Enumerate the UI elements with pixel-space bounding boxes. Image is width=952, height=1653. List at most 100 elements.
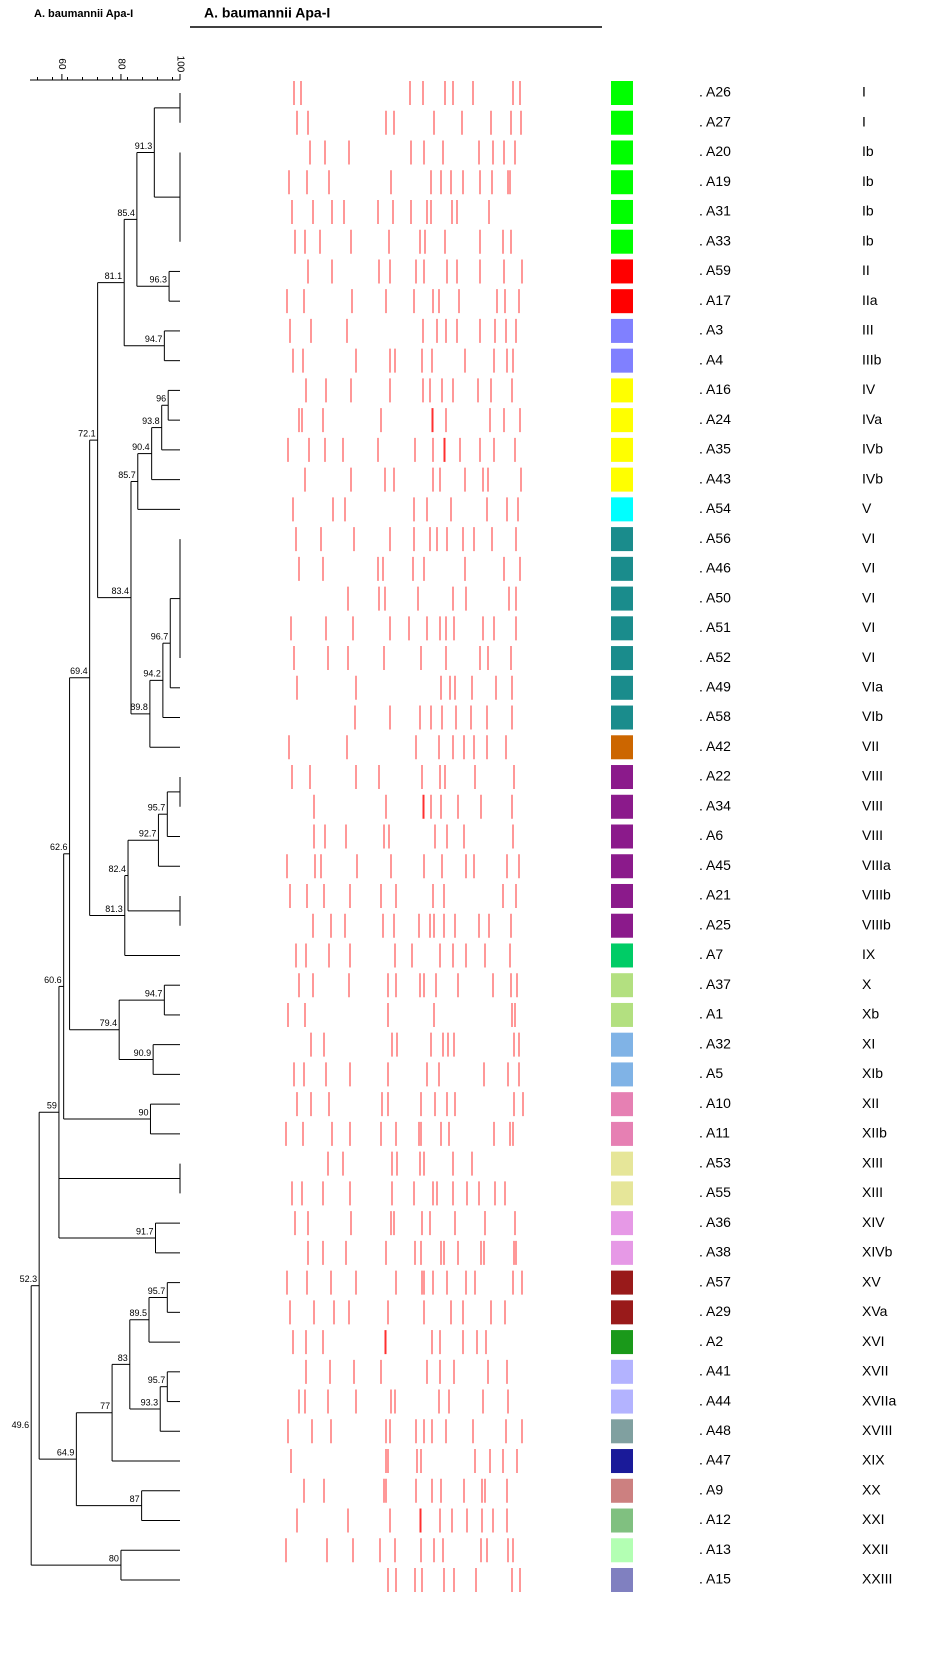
isolate-label: . A15 — [699, 1571, 731, 1587]
type-color-box — [611, 497, 633, 521]
isolate-label: . A16 — [699, 381, 731, 397]
type-color-box — [611, 735, 633, 759]
node-label: 96 — [156, 394, 166, 404]
type-color-box — [611, 468, 633, 492]
isolate-label: . A24 — [699, 411, 731, 427]
pulsotype-label: VI — [862, 619, 875, 635]
isolate-label: . A37 — [699, 976, 731, 992]
type-color-box — [611, 1509, 633, 1533]
pulsotype-label: IVb — [862, 470, 883, 486]
node-label: 83.4 — [111, 586, 129, 596]
x-tick-label: 100 — [174, 56, 185, 73]
type-color-box — [611, 140, 633, 164]
pulsotype-label: XIb — [862, 1065, 883, 1081]
isolate-label: . A43 — [699, 470, 731, 486]
pulsotype-label: VIII — [862, 768, 883, 784]
isolate-label: . A19 — [699, 173, 731, 189]
pulsotype-label: XIVb — [862, 1244, 893, 1260]
isolate-label: . A41 — [699, 1363, 731, 1379]
node-label: 52.3 — [20, 1274, 38, 1284]
node-label: 80 — [109, 1554, 119, 1564]
node-label: 94.7 — [145, 988, 163, 998]
isolate-label: . A11 — [699, 1125, 730, 1141]
pulsotype-label: IVb — [862, 441, 883, 457]
node-label: 90.4 — [132, 442, 150, 452]
pulsotype-label: XVIIa — [862, 1392, 896, 1408]
isolate-label: . A52 — [699, 649, 731, 665]
type-color-box — [611, 81, 633, 105]
pulsotype-label: Ib — [862, 232, 874, 248]
pulsotype-label: XXIII — [862, 1571, 892, 1587]
pulsotype-label: XIX — [862, 1452, 885, 1468]
gel-title: A. baumannii Apa-I — [204, 5, 330, 21]
node-label: 72.1 — [78, 428, 96, 438]
pulsotype-label: VIIIa — [862, 857, 891, 873]
pulsotype-label: IX — [862, 946, 876, 962]
type-color-box — [611, 319, 633, 343]
pulsotype-label: IVa — [862, 411, 882, 427]
node-label: 90 — [138, 1107, 148, 1117]
node-label: 79.4 — [100, 1018, 118, 1028]
isolate-label: . A34 — [699, 797, 731, 813]
pulsotype-label: I — [862, 113, 866, 129]
isolate-label: . A48 — [699, 1422, 731, 1438]
isolate-label: . A20 — [699, 143, 731, 159]
isolate-label: . A26 — [699, 84, 731, 100]
isolate-label: . A27 — [699, 113, 731, 129]
isolate-label: . A33 — [699, 232, 731, 248]
type-color-box — [611, 1300, 633, 1324]
pulsotype-label: IIa — [862, 292, 878, 308]
pulsotype-label: XI — [862, 1035, 875, 1051]
pulsotype-label: X — [862, 976, 872, 992]
node-label: 85.4 — [117, 208, 135, 218]
node-label: 69.4 — [70, 666, 88, 676]
pulsotype-label: IIIb — [862, 351, 882, 367]
node-label: 87 — [130, 1494, 140, 1504]
node-label: 93.3 — [141, 1397, 159, 1407]
isolate-label: . A42 — [699, 738, 731, 754]
node-label: 85.7 — [118, 470, 136, 480]
dendrogram-title: A. baumannii Apa-I — [34, 8, 133, 20]
pulsotype-label: XV — [862, 1273, 881, 1289]
type-color-box — [611, 1419, 633, 1443]
type-color-box — [611, 616, 633, 640]
isolate-label: . A59 — [699, 262, 731, 278]
type-color-box — [611, 1449, 633, 1473]
isolate-label: . A56 — [699, 530, 731, 546]
type-color-box — [611, 973, 633, 997]
pulsotype-label: XXII — [862, 1541, 888, 1557]
pulsotype-label: VIa — [862, 679, 883, 695]
isolate-label: . A58 — [699, 708, 731, 724]
pulsotype-label: V — [862, 500, 872, 516]
isolate-label: . A13 — [699, 1541, 731, 1557]
type-color-box — [611, 1241, 633, 1265]
node-label: 77 — [100, 1401, 110, 1411]
isolate-label: . A36 — [699, 1214, 731, 1230]
type-color-box — [611, 676, 633, 700]
type-color-box — [611, 349, 633, 373]
isolate-label: . A21 — [699, 887, 731, 903]
type-color-box — [611, 884, 633, 908]
isolate-label: . A32 — [699, 1035, 731, 1051]
type-color-box — [611, 1538, 633, 1562]
pulsotype-label: VIII — [862, 797, 883, 813]
type-color-box — [611, 438, 633, 462]
pulsotype-label: XIII — [862, 1184, 883, 1200]
isolate-label: . A38 — [699, 1244, 731, 1260]
node-label: 91.7 — [136, 1226, 154, 1236]
node-label: 95.7 — [148, 1286, 166, 1296]
type-color-box — [611, 795, 633, 819]
isolate-label: . A22 — [699, 768, 731, 784]
node-label: 82.4 — [109, 864, 127, 874]
type-color-box — [611, 825, 633, 849]
type-color-box — [611, 646, 633, 670]
x-tick-label: 80 — [115, 58, 126, 70]
type-color-box — [611, 230, 633, 254]
pulsotype-label: VI — [862, 530, 875, 546]
page: {"chart_data": {"type": "dendrogram", "d… — [0, 0, 952, 1653]
type-color-box — [611, 1003, 633, 1027]
isolate-label: . A44 — [699, 1392, 731, 1408]
isolate-label: . A7 — [699, 946, 723, 962]
type-color-box — [611, 1211, 633, 1235]
type-color-box — [611, 854, 633, 878]
